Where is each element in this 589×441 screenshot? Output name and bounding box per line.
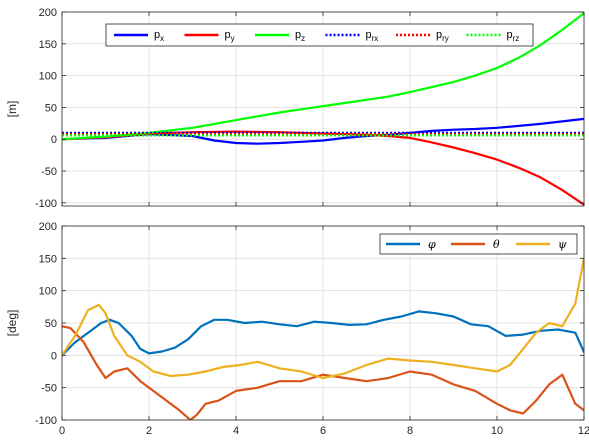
- y-tick-label: 50: [45, 102, 57, 114]
- legend-label: prx: [366, 29, 379, 43]
- x-tick-label: 8: [407, 425, 413, 437]
- y-tick-label: 100: [39, 286, 57, 298]
- y-tick-label: -100: [35, 198, 57, 210]
- series-line-py: [62, 130, 584, 206]
- series-line-series2: [62, 257, 584, 380]
- x-tick-label: 0: [59, 425, 65, 437]
- y-tick-label: 100: [39, 71, 57, 83]
- y-tick-label: -50: [41, 383, 57, 395]
- series-lines: [62, 12, 584, 206]
- series-line-series0: [62, 310, 584, 357]
- y-tick-label: -50: [41, 166, 57, 178]
- x-tick-label: 10: [491, 425, 503, 437]
- x-tick-label: 6: [320, 425, 326, 437]
- y-tick-label: -100: [35, 415, 57, 427]
- x-tick-label: 4: [233, 425, 239, 437]
- legend-label: pry: [436, 29, 449, 43]
- top-position-chart: -100 -50 0 50 100 150 200 [m] px py pz prx pry prz: [5, 7, 585, 210]
- series-line-px: [62, 117, 584, 145]
- y-tick-label: 150: [39, 39, 57, 51]
- y-tick-label: 0: [51, 134, 57, 146]
- series-line-series1: [62, 325, 584, 420]
- legend-label: pz: [295, 29, 305, 43]
- ticks: -100 -50 0 50 100 150 200: [35, 7, 585, 210]
- y-tick-label: 200: [39, 7, 57, 19]
- series-line-pz: [62, 12, 584, 141]
- legend-box: [105, 23, 534, 47]
- legend-label: φ: [428, 238, 436, 251]
- y-axis-label: [m]: [5, 101, 19, 118]
- legend-label: θ: [493, 238, 500, 251]
- y-tick-label: 0: [51, 350, 57, 362]
- series-lines: [62, 257, 584, 420]
- y-tick-label: 150: [39, 253, 57, 265]
- bottom-angle-chart: 0 2 4 6 8 10 12 -100 -50 0 50 100 150 200 [deg] φ θ ψ: [5, 221, 589, 437]
- y-axis-label: [deg]: [5, 310, 19, 337]
- y-tick-label: 200: [39, 221, 57, 233]
- legend-label: px: [154, 29, 164, 43]
- legend-label: prz: [507, 29, 520, 43]
- legend: px py pz prx pry prz: [105, 23, 534, 47]
- ticks: 0 2 4 6 8 10 12 -100 -50 0 50 100 150 200: [35, 221, 589, 437]
- y-tick-label: 50: [45, 318, 57, 330]
- x-tick-label: 2: [146, 425, 152, 437]
- x-tick-label: 12: [578, 425, 589, 437]
- legend-label: py: [225, 29, 235, 43]
- legend-label: ψ: [558, 238, 567, 251]
